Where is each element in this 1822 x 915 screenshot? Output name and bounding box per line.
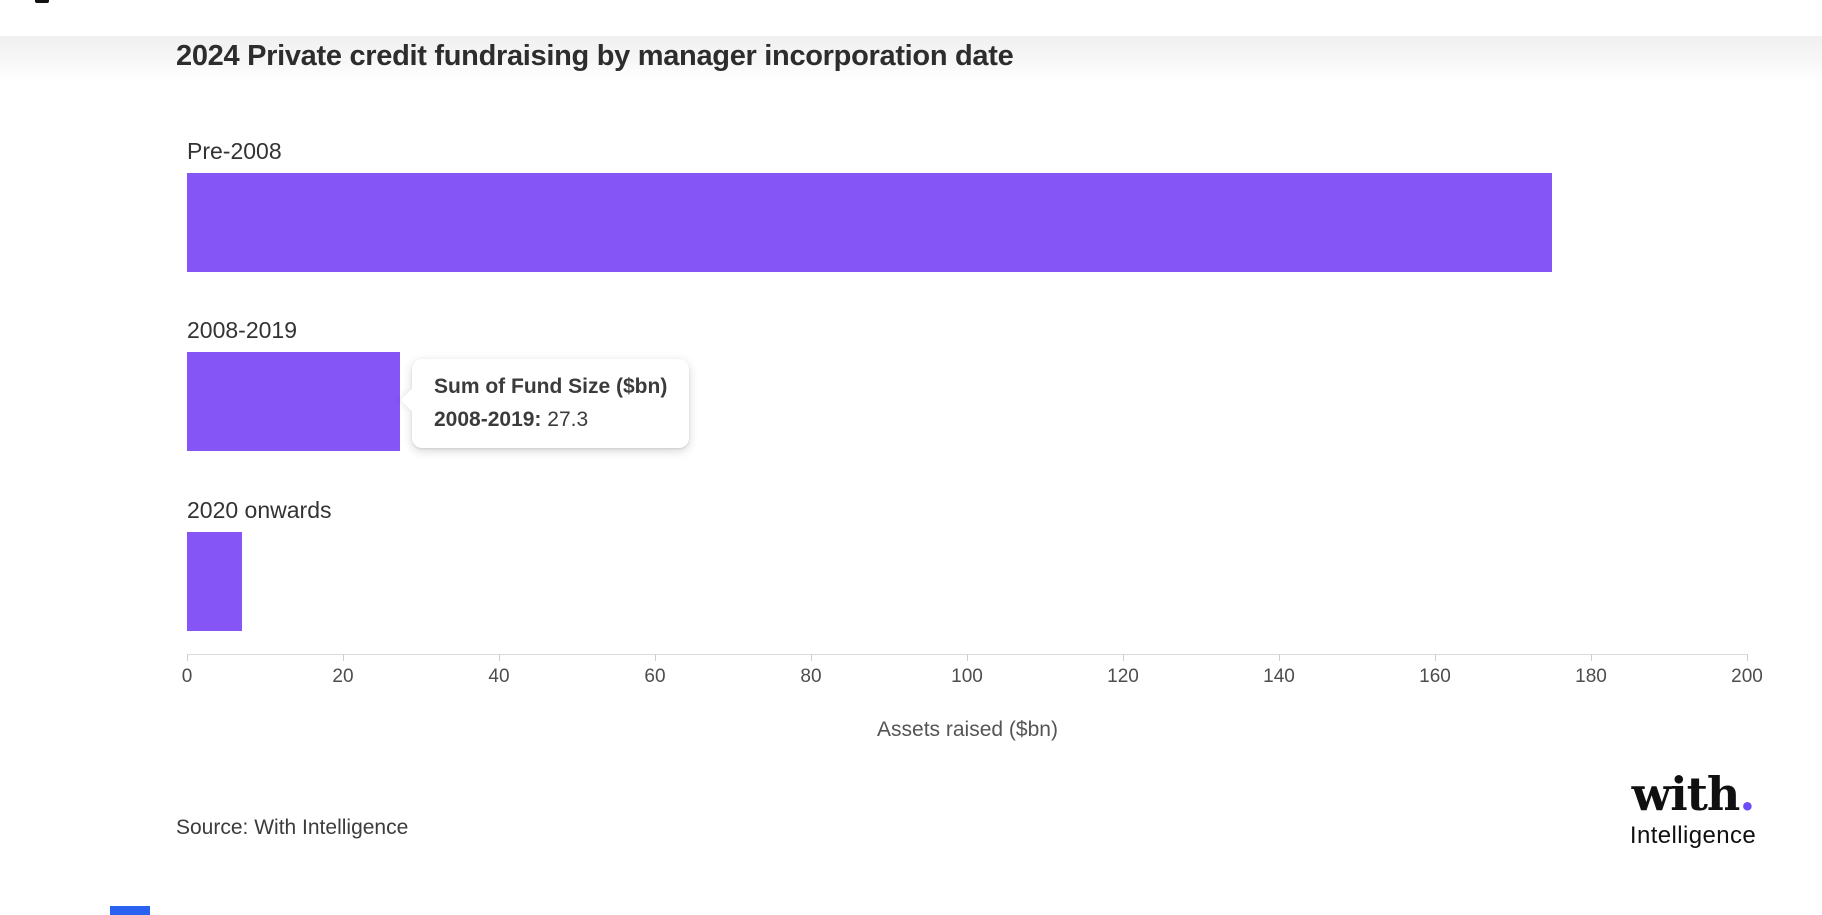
x-tick-mark <box>1747 654 1748 661</box>
x-tick-label: 80 <box>800 666 822 687</box>
logo-sub-text: Intelligence <box>1629 822 1757 849</box>
x-tick-label: 180 <box>1575 666 1607 687</box>
category-label-2008-2019: 2008-2019 <box>187 317 297 343</box>
with-intelligence-logo: with. Intelligence <box>1608 768 1778 850</box>
x-tick-label: 60 <box>644 666 666 687</box>
x-tick-label: 100 <box>951 666 983 687</box>
x-tick-label: 160 <box>1419 666 1451 687</box>
tooltip-arrow-icon <box>400 388 424 412</box>
x-tick-mark <box>1435 654 1436 661</box>
bar-pre-2008[interactable] <box>187 173 1552 272</box>
tooltip: Sum of Fund Size ($bn) 2008-2019: 27.3 <box>400 359 690 448</box>
category-label-pre-2008: Pre-2008 <box>187 138 282 164</box>
source-note: Source: With Intelligence <box>176 816 409 839</box>
bottom-left-accent <box>110 906 150 915</box>
x-tick-label: 200 <box>1731 666 1763 687</box>
x-tick-label: 20 <box>332 666 354 687</box>
logo-dot: . <box>1739 767 1755 821</box>
tooltip-series-name: Sum of Fund Size ($bn) <box>434 375 668 398</box>
category-label-2020-onwards: 2020 onwards <box>187 497 332 523</box>
x-tick-mark <box>1123 654 1124 661</box>
logo-word: with <box>1631 767 1741 821</box>
logo-wordmark: with. <box>1608 768 1778 820</box>
tooltip-value-line: 2008-2019: 27.3 <box>434 403 667 436</box>
x-tick-mark <box>967 654 968 661</box>
tooltip-category: 2008-2019: <box>434 408 542 431</box>
x-tick-label: 0 <box>181 666 193 687</box>
x-axis-title: Assets raised ($bn) <box>877 718 1058 741</box>
x-tick-mark <box>499 654 500 661</box>
chart-title: 2024 Private credit fundraising by manag… <box>176 40 1014 72</box>
x-tick-mark <box>343 654 344 661</box>
x-tick-mark <box>1591 654 1592 661</box>
x-tick-mark <box>1279 654 1280 661</box>
title-band <box>0 36 1822 80</box>
x-tick-label: 120 <box>1107 666 1139 687</box>
bar-2008-2019[interactable] <box>187 352 400 451</box>
tooltip-value: 27.3 <box>547 408 589 431</box>
top-edge-mark <box>35 0 49 3</box>
x-tick-label: 140 <box>1263 666 1295 687</box>
x-tick-mark <box>187 654 188 661</box>
x-tick-label: 40 <box>488 666 510 687</box>
x-tick-mark <box>811 654 812 661</box>
x-tick-mark <box>655 654 656 661</box>
bar-2020-onwards[interactable] <box>187 532 242 631</box>
